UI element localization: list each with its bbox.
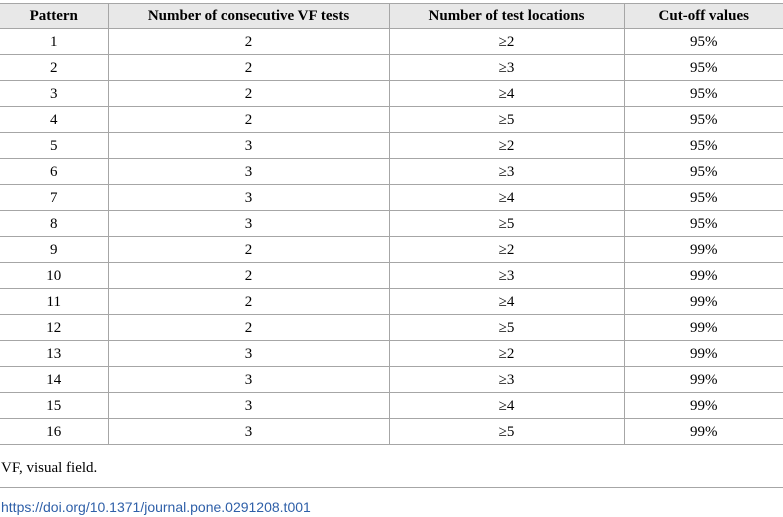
cell-consecutive-vf-tests: 3 [107, 158, 390, 185]
cell-test-locations: ≥2 [388, 340, 625, 367]
cell-consecutive-vf-tests: 3 [107, 340, 390, 367]
header-pattern: Pattern [0, 3, 109, 29]
cell-cutoff-value: 99% [623, 340, 783, 367]
cell-cutoff-value: 95% [623, 132, 783, 159]
divider [0, 487, 783, 488]
table-row: 16 3 ≥5 99% [0, 418, 783, 445]
cell-cutoff-value: 95% [623, 28, 783, 55]
cell-consecutive-vf-tests: 2 [107, 288, 390, 315]
cell-cutoff-value: 95% [623, 54, 783, 81]
cell-test-locations: ≥3 [388, 54, 625, 81]
patterns-table: Pattern Number of consecutive VF tests N… [0, 3, 783, 445]
cell-pattern: 4 [0, 106, 109, 133]
cell-consecutive-vf-tests: 3 [107, 366, 390, 393]
cell-pattern: 10 [0, 262, 109, 289]
cell-consecutive-vf-tests: 2 [107, 54, 390, 81]
cell-consecutive-vf-tests: 3 [107, 132, 390, 159]
cell-pattern: 8 [0, 210, 109, 237]
cell-consecutive-vf-tests: 2 [107, 314, 390, 341]
cell-test-locations: ≥4 [388, 80, 625, 107]
doi-link[interactable]: https://doi.org/10.1371/journal.pone.029… [1, 499, 311, 515]
cell-test-locations: ≥3 [388, 262, 625, 289]
cell-cutoff-value: 99% [623, 314, 783, 341]
cell-pattern: 2 [0, 54, 109, 81]
cell-cutoff-value: 99% [623, 418, 783, 445]
cell-pattern: 1 [0, 28, 109, 55]
cell-consecutive-vf-tests: 2 [107, 28, 390, 55]
cell-test-locations: ≥4 [388, 184, 625, 211]
header-test-locations: Number of test locations [388, 3, 625, 29]
table-row: 13 3 ≥2 99% [0, 340, 783, 367]
cell-pattern: 12 [0, 314, 109, 341]
cell-test-locations: ≥5 [388, 314, 625, 341]
cell-pattern: 5 [0, 132, 109, 159]
cell-consecutive-vf-tests: 3 [107, 184, 390, 211]
table-header-row: Pattern Number of consecutive VF tests N… [0, 3, 783, 29]
cell-cutoff-value: 95% [623, 184, 783, 211]
cell-test-locations: ≥3 [388, 158, 625, 185]
cell-cutoff-value: 99% [623, 236, 783, 263]
cell-pattern: 14 [0, 366, 109, 393]
table-row: 4 2 ≥5 95% [0, 106, 783, 133]
table-body: 1 2 ≥2 95% 2 2 ≥3 95% 3 2 ≥4 95% 4 2 ≥5 95% 5 3 ≥2 95% 6 3 ≥3 9… [0, 28, 783, 445]
cell-cutoff-value: 95% [623, 106, 783, 133]
cell-consecutive-vf-tests: 2 [107, 236, 390, 263]
cell-test-locations: ≥4 [388, 288, 625, 315]
cell-pattern: 16 [0, 418, 109, 445]
table-row: 11 2 ≥4 99% [0, 288, 783, 315]
cell-pattern: 15 [0, 392, 109, 419]
table-row: 5 3 ≥2 95% [0, 132, 783, 159]
cell-pattern: 7 [0, 184, 109, 211]
cell-cutoff-value: 99% [623, 366, 783, 393]
cell-cutoff-value: 99% [623, 392, 783, 419]
table-row: 7 3 ≥4 95% [0, 184, 783, 211]
cell-test-locations: ≥5 [388, 106, 625, 133]
cell-test-locations: ≥2 [388, 236, 625, 263]
table-row: 15 3 ≥4 99% [0, 392, 783, 419]
cell-test-locations: ≥5 [388, 210, 625, 237]
cell-cutoff-value: 99% [623, 262, 783, 289]
cell-consecutive-vf-tests: 3 [107, 418, 390, 445]
header-consecutive-vf-tests: Number of consecutive VF tests [107, 3, 390, 29]
table-row: 3 2 ≥4 95% [0, 80, 783, 107]
table-row: 6 3 ≥3 95% [0, 158, 783, 185]
cell-pattern: 13 [0, 340, 109, 367]
table-row: 14 3 ≥3 99% [0, 366, 783, 393]
cell-pattern: 9 [0, 236, 109, 263]
cell-test-locations: ≥4 [388, 392, 625, 419]
table-row: 1 2 ≥2 95% [0, 28, 783, 55]
cell-test-locations: ≥2 [388, 28, 625, 55]
cell-test-locations: ≥3 [388, 366, 625, 393]
cell-consecutive-vf-tests: 2 [107, 262, 390, 289]
cell-consecutive-vf-tests: 2 [107, 80, 390, 107]
cell-pattern: 11 [0, 288, 109, 315]
cell-cutoff-value: 99% [623, 288, 783, 315]
cell-test-locations: ≥5 [388, 418, 625, 445]
table-row: 12 2 ≥5 99% [0, 314, 783, 341]
table-row: 2 2 ≥3 95% [0, 54, 783, 81]
table-row: 8 3 ≥5 95% [0, 210, 783, 237]
table-row: 9 2 ≥2 99% [0, 236, 783, 263]
cell-cutoff-value: 95% [623, 158, 783, 185]
cell-consecutive-vf-tests: 3 [107, 392, 390, 419]
cell-cutoff-value: 95% [623, 80, 783, 107]
header-cutoff-values: Cut-off values [623, 3, 783, 29]
cell-pattern: 6 [0, 158, 109, 185]
table-row: 10 2 ≥3 99% [0, 262, 783, 289]
table-footnote: VF, visual field. [1, 460, 98, 476]
cell-test-locations: ≥2 [388, 132, 625, 159]
cell-cutoff-value: 95% [623, 210, 783, 237]
cell-pattern: 3 [0, 80, 109, 107]
cell-consecutive-vf-tests: 2 [107, 106, 390, 133]
cell-consecutive-vf-tests: 3 [107, 210, 390, 237]
